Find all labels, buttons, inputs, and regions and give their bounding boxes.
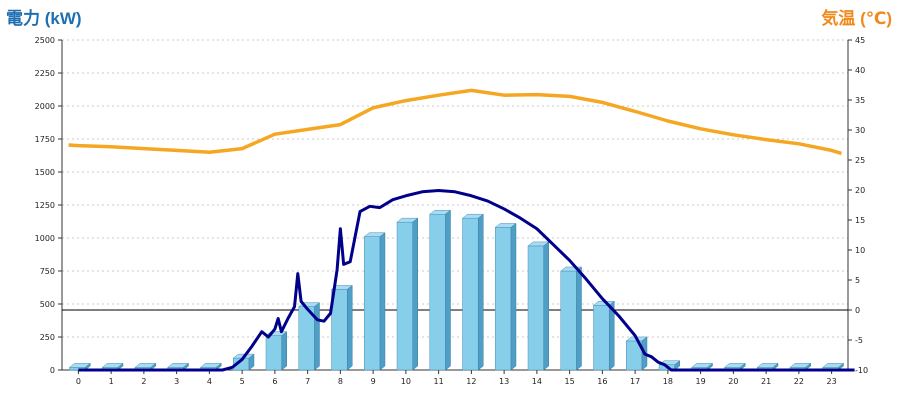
x-tick-label-15: 15: [565, 377, 575, 386]
left-tick-label-2250: 2250: [35, 69, 55, 78]
x-tick-label-6: 6: [272, 377, 277, 386]
right-tick-label-25: 25: [855, 156, 865, 165]
left-tick-label-2500: 2500: [35, 36, 55, 45]
bar-side-14: [543, 241, 549, 371]
bar-16: [593, 305, 610, 371]
x-tick-label-2: 2: [141, 377, 146, 386]
x-tick-label-16: 16: [597, 377, 607, 386]
bar-9: [364, 236, 381, 371]
x-tick-label-9: 9: [371, 377, 376, 386]
bar-side-16: [608, 300, 615, 371]
right-axis-title: 気温 (℃): [821, 9, 892, 28]
x-tick-label-3: 3: [174, 377, 179, 386]
x-tick-label-8: 8: [338, 377, 343, 386]
left-tick-label-1250: 1250: [35, 201, 55, 210]
bar-8: [331, 289, 348, 371]
bar-side-10: [412, 217, 418, 371]
bar-side-13: [510, 222, 517, 371]
x-tick-label-4: 4: [207, 377, 212, 386]
bar-15: [560, 270, 577, 371]
x-tick-label-11: 11: [434, 377, 444, 386]
right-tick-label-40: 40: [855, 66, 865, 75]
bar-side-9: [379, 232, 386, 371]
right-tick-label-45: 45: [855, 36, 865, 45]
power-line: [78, 188, 855, 372]
x-tick-label-19: 19: [696, 377, 706, 386]
left-tick-label-500: 500: [40, 300, 55, 309]
bar-side-5: [248, 353, 255, 371]
bar-side-7: [314, 302, 320, 371]
bar-6: [265, 335, 282, 371]
right-tick-label-0: 0: [855, 306, 860, 315]
bar-side-12: [477, 213, 484, 371]
x-tick-label-10: 10: [401, 377, 411, 386]
bar-12: [462, 217, 479, 371]
x-tick-label-12: 12: [466, 377, 476, 386]
x-tick-label-18: 18: [663, 377, 673, 386]
x-tick-label-17: 17: [630, 377, 640, 386]
left-axis-title: 電力 (kW): [6, 9, 82, 28]
bar-side-6: [281, 331, 287, 371]
x-tick-label-13: 13: [499, 377, 509, 386]
right-tick-label--10: -10: [855, 366, 868, 375]
left-tick-label-1500: 1500: [35, 168, 55, 177]
temperature-line: [68, 88, 842, 156]
x-tick-label-5: 5: [240, 377, 245, 386]
x-tick-label-21: 21: [761, 377, 771, 386]
right-tick-label-30: 30: [855, 126, 865, 135]
bar-13: [495, 227, 512, 371]
x-tick-label-0: 0: [76, 377, 81, 386]
right-tick-label-20: 20: [855, 186, 865, 195]
left-tick-label-250: 250: [40, 333, 55, 342]
x-tick-label-7: 7: [305, 377, 310, 386]
bar-10: [396, 221, 413, 371]
left-tick-label-750: 750: [40, 267, 55, 276]
right-tick-label-15: 15: [855, 216, 865, 225]
left-tick-label-0: 0: [50, 366, 55, 375]
right-tick-label--5: -5: [855, 336, 863, 345]
bar-side-11: [445, 209, 451, 371]
right-tick-label-5: 5: [855, 276, 860, 285]
bar-14: [527, 245, 544, 371]
x-tick-label-22: 22: [794, 377, 804, 386]
x-tick-label-20: 20: [728, 377, 738, 386]
bar-side-15: [576, 266, 582, 371]
bar-side-18: [674, 360, 680, 371]
left-tick-label-1000: 1000: [35, 234, 55, 243]
right-tick-label-35: 35: [855, 96, 865, 105]
right-tick-label-10: 10: [855, 246, 865, 255]
x-tick-label-23: 23: [827, 377, 837, 386]
x-tick-label-1: 1: [109, 377, 114, 386]
left-tick-label-1750: 1750: [35, 135, 55, 144]
x-tick-label-14: 14: [532, 377, 542, 386]
left-tick-label-2000: 2000: [35, 102, 55, 111]
bar-11: [429, 213, 446, 371]
bar-side-8: [346, 284, 353, 371]
